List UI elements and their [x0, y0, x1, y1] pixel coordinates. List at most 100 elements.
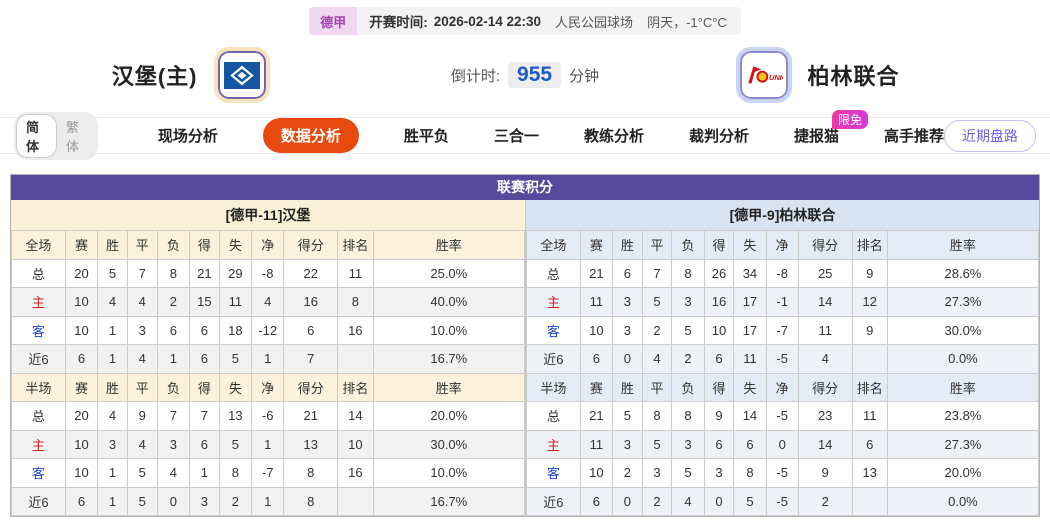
- table-row: 近6 6 1 4 1 6 5 1 7 16.7%: [11, 344, 526, 374]
- cell: 5: [733, 486, 767, 516]
- cell: 8: [641, 401, 673, 431]
- cell: 1: [97, 486, 128, 516]
- cell: 失: [218, 230, 253, 260]
- header-row: 半场赛胜平负得失净得分 排名 胜率: [526, 372, 1040, 402]
- cell: 6: [64, 344, 99, 374]
- cell: 20.0%: [372, 401, 526, 431]
- cell: 负: [671, 230, 705, 260]
- row-label: 半场: [11, 372, 66, 402]
- row-label: 全场: [11, 230, 66, 260]
- nav-tab[interactable]: 捷报猫 限免: [794, 110, 868, 146]
- cell: 13: [851, 458, 888, 488]
- cell: 赛: [579, 230, 614, 260]
- cell: 16: [337, 315, 374, 345]
- cell: 8: [283, 458, 339, 488]
- cell: 得分: [283, 372, 339, 402]
- cell: 排名: [851, 230, 888, 260]
- cell: 7: [126, 258, 158, 288]
- cell: 2: [641, 486, 673, 516]
- nav-tab[interactable]: 教练分析: [583, 128, 644, 145]
- cell: 得分: [797, 372, 853, 402]
- table-row: 总 21 5 8 8 9 14 -5 23 11 23.8%: [526, 401, 1040, 431]
- cell: 8: [218, 458, 253, 488]
- row-label: 主: [11, 287, 66, 317]
- cell: 20: [64, 258, 99, 288]
- language-toggle[interactable]: 简体 繁体: [14, 111, 98, 160]
- league-badge[interactable]: 德甲: [309, 7, 358, 35]
- cell: 得: [703, 372, 735, 402]
- cell: 负: [671, 372, 705, 402]
- cell: 赛: [579, 372, 614, 402]
- cell: 失: [218, 372, 253, 402]
- cell: 2: [612, 458, 643, 488]
- cell: 得: [188, 230, 220, 260]
- away-standings-table: 全场赛胜平负得失净得分 排名 胜率总 21 6 7 8 26 34 -8 25 9 28.6% 主 11 3 5…: [526, 230, 1040, 516]
- cell: 14: [337, 401, 374, 431]
- cell: 平: [126, 372, 158, 402]
- nav-tab[interactable]: 现场分析: [157, 128, 218, 145]
- cell: 1: [97, 344, 128, 374]
- nav-tab[interactable]: 三合一: [493, 128, 539, 145]
- countdown-label: 倒计时:: [450, 67, 501, 85]
- cell: 6: [733, 429, 767, 459]
- away-standings: [德甲-9]柏林联合 全场赛胜平负得失净得分 排名 胜率总 21 6 7 8 26 34 -8 25…: [525, 200, 1040, 516]
- cell: 9: [797, 458, 853, 488]
- lang-traditional[interactable]: 繁体: [65, 119, 79, 154]
- row-label: 主: [11, 429, 66, 459]
- row-label: 客: [526, 458, 581, 488]
- cell: 0: [612, 486, 643, 516]
- away-team-logo: UNION: [735, 47, 792, 103]
- cell: 10: [579, 315, 614, 345]
- row-label: 近6: [526, 344, 581, 374]
- cell: 赛: [64, 372, 99, 402]
- cell: 平: [641, 372, 673, 402]
- table-row: 主 11 3 5 3 6 6 0 14 6 27.3%: [526, 429, 1040, 459]
- cell: 7: [188, 401, 220, 431]
- cell: 16: [283, 287, 339, 317]
- nav-tab[interactable]: 数据分析: [262, 118, 359, 153]
- home-standings: [德甲-11]汉堡 全场赛胜平负得失净得分 排名 胜率总 20 5 7 8 21 29 -8 22 1…: [11, 200, 526, 516]
- cell: 17: [733, 315, 767, 345]
- home-team-logo: [213, 47, 270, 103]
- cell: -5: [765, 344, 799, 374]
- cell: 6: [188, 315, 220, 345]
- cell: 10: [64, 429, 99, 459]
- cell: 11: [337, 258, 374, 288]
- cell: 4: [156, 458, 190, 488]
- nav-tab[interactable]: 胜平负: [403, 128, 449, 145]
- cell: 排名: [337, 230, 374, 260]
- cell: 1: [156, 344, 190, 374]
- cell: 11: [218, 287, 253, 317]
- cell: 27.3%: [886, 287, 1040, 317]
- cell: 失: [733, 372, 767, 402]
- cell: 29: [218, 258, 253, 288]
- recent-trends-button[interactable]: 近期盘路: [944, 119, 1036, 152]
- cell: 5: [671, 315, 705, 345]
- cell: 7: [641, 258, 673, 288]
- cell: 胜率: [372, 372, 526, 402]
- cell: -5: [765, 486, 799, 516]
- cell: 3: [97, 429, 128, 459]
- away-section-title: [德甲-9]柏林联合: [526, 200, 1039, 230]
- cell: 14: [797, 287, 853, 317]
- cell: 11: [733, 344, 767, 374]
- meta-bar: 德甲 开赛时间: 2026-02-14 22:30 人民公园球场 阴天，-1°C…: [0, 0, 1050, 35]
- cell: 27.3%: [886, 429, 1040, 459]
- cell: 10: [703, 315, 735, 345]
- home-standings-table: 全场赛胜平负得失净得分 排名 胜率总 20 5 7 8 21 29 -8 22 11 25.0% 主 10 4…: [11, 230, 526, 516]
- cell: 10.0%: [372, 315, 526, 345]
- cell: 3: [641, 458, 673, 488]
- cell: 1: [251, 486, 285, 516]
- lang-simplified[interactable]: 简体: [16, 113, 57, 158]
- nav-tab[interactable]: 裁判分析: [688, 128, 749, 145]
- cell: 11: [851, 401, 888, 431]
- cell: 胜率: [372, 230, 526, 260]
- cell: 25.0%: [372, 258, 526, 288]
- cell: -5: [765, 458, 799, 488]
- cell: 5: [218, 344, 253, 374]
- cell: 5: [671, 458, 705, 488]
- cell: -5: [765, 401, 799, 431]
- venue: 人民公园球场: [555, 14, 634, 30]
- nav-tab[interactable]: 高手推荐: [883, 128, 944, 145]
- table-row: 主 10 3 4 3 6 5 1 13 10 30.0%: [11, 429, 526, 459]
